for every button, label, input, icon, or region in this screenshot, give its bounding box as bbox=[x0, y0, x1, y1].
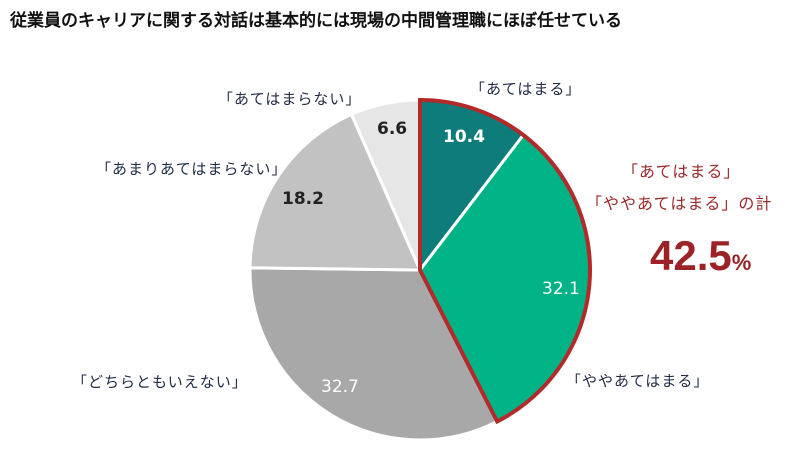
label-amari-atehamaranai: 「あまりあてはまらない」 bbox=[96, 160, 288, 178]
label-atehamaru: 「あてはまる」 bbox=[470, 80, 582, 98]
slice-dochira-tomo-ienai bbox=[248, 266, 500, 442]
value-yaya-atehamaru: 32.1 bbox=[542, 279, 580, 299]
annotation-line-2: 「ややあてはまる」の計 bbox=[586, 194, 773, 213]
chart-title: 従業員のキャリアに関する対話は基本的には現場の中間管理職にほぼ任せている bbox=[10, 11, 622, 31]
value-amari-atehamaranai: 18.2 bbox=[282, 189, 324, 209]
total-unit: % bbox=[731, 250, 752, 275]
label-atehamaranai: 「あてはまらない」 bbox=[218, 90, 362, 108]
value-atehamaranai: 6.6 bbox=[377, 119, 408, 139]
label-yaya-atehamaru: 「ややあてはまる」 bbox=[566, 372, 710, 390]
highlight-outline bbox=[418, 97, 592, 425]
value-dochira-tomo-ienai: 32.7 bbox=[321, 377, 359, 397]
total-value: 42.5 bbox=[650, 232, 732, 279]
slice-amari-atehamaranai bbox=[248, 112, 423, 272]
pie-slices bbox=[248, 98, 592, 442]
label-dochira-tomo-ienai: 「どちらともいえない」 bbox=[72, 373, 248, 391]
annotation-line-1: 「あてはまる」 bbox=[622, 162, 741, 181]
highlight-total: 42.5% bbox=[650, 232, 751, 280]
value-atehamaru: 10.4 bbox=[443, 127, 485, 147]
